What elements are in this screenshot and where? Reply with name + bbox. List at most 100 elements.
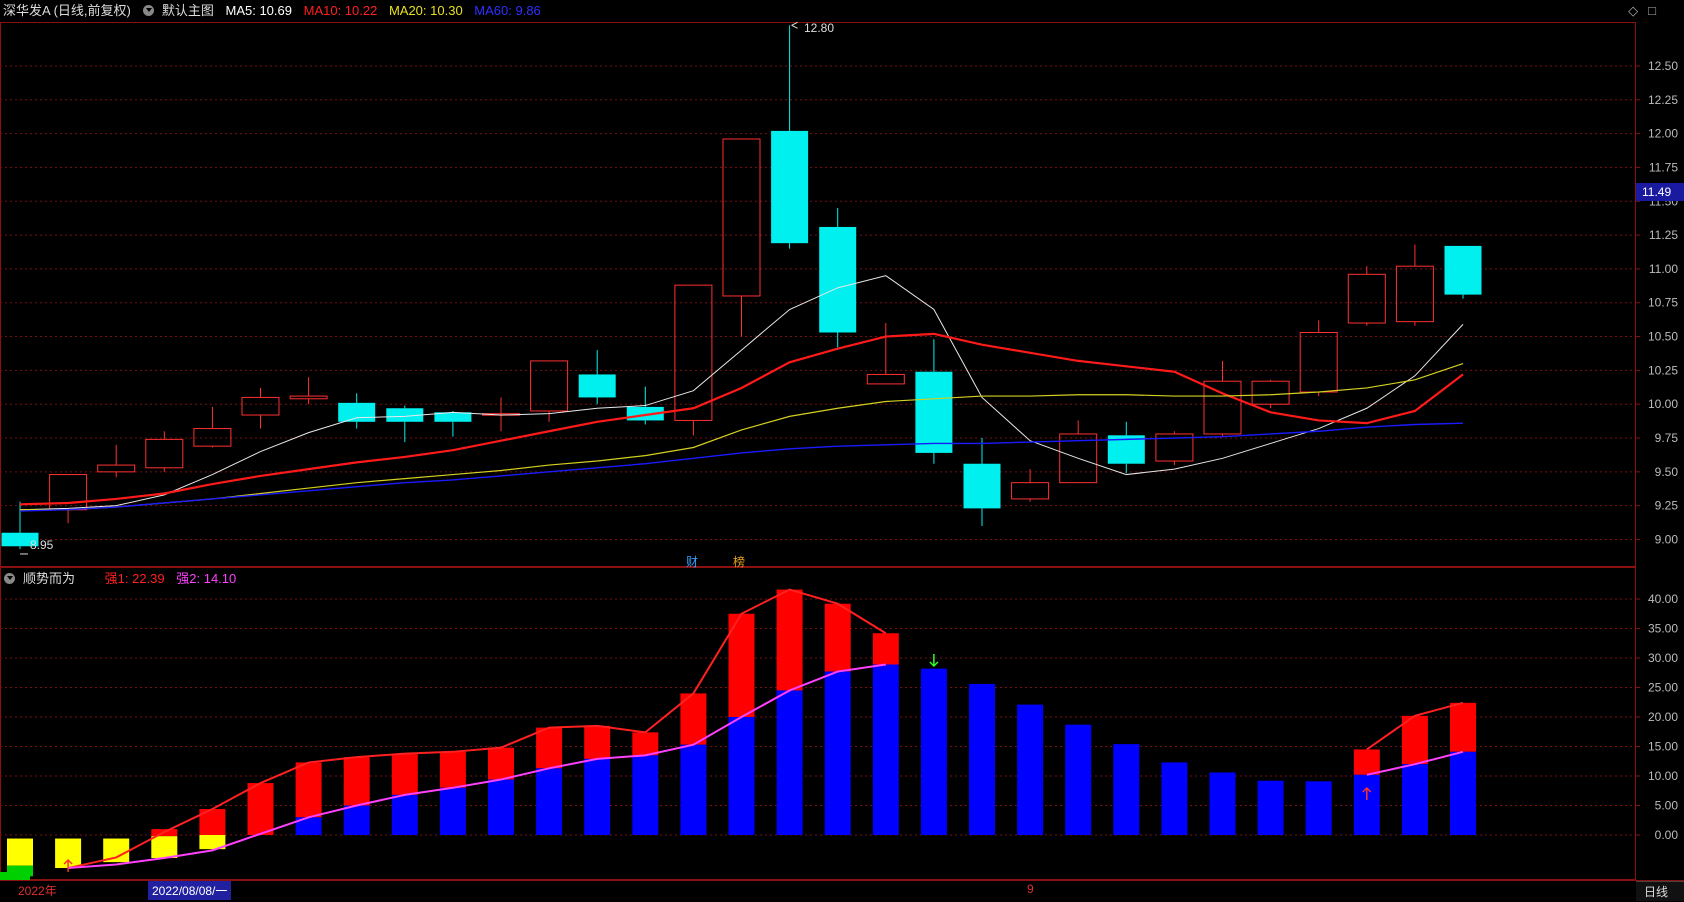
candle-body [1299,331,1338,393]
indicator-bar-upper [1450,702,1476,752]
indicator-bar-upper [439,751,466,788]
candle-body [771,130,809,244]
indicator-line-1 [67,588,887,870]
indicator-line-2 [1366,750,1464,776]
candle-body [289,395,328,400]
period-label[interactable]: 日线 [1636,881,1684,901]
indicator-bar-upper [7,838,33,866]
indicator-bar-upper [680,693,707,745]
main-panel-frame [0,22,1636,567]
indicator-bar-lower [1401,764,1428,835]
indicator-bar-upper [295,762,322,818]
candle-body [434,412,472,422]
ma60-label: MA60: 9.86 [474,3,541,18]
indicator-bar-upper [1401,715,1428,765]
diamond-icon[interactable]: ◇ [1628,3,1639,18]
indicator-header: 顺势而为 强1: 22.39 强2: 14.10 [0,568,244,590]
candle-body [1,532,39,547]
square-icon[interactable]: □ [1648,3,1656,18]
indicator-bar-lower [824,671,851,835]
indicator-bar-upper [632,732,659,756]
indicator-bar-lower [1450,751,1476,835]
indicator-tick-label: 15.00 [1648,740,1678,754]
candle-body [866,373,905,385]
q2-label: 强2: 14.10 [176,571,237,586]
indicator-bar-upper [824,603,851,672]
ma10-label: MA10: 10.22 [303,3,378,18]
ma20-label: MA20: 10.30 [388,3,463,18]
indicator-bar-lower [295,817,322,835]
dropdown-circle-icon[interactable] [142,5,154,16]
indicator-bar-upper [536,727,563,769]
indicator-tick-label: 35.00 [1648,622,1678,636]
price-tick-label: 9.75 [1655,431,1679,445]
indicator-bar-lower [680,744,707,835]
price-tick-label: 10.00 [1648,397,1678,411]
indicator-bar-lower [7,865,33,877]
indicator-bar-lower [776,690,803,835]
candle-body [338,402,376,422]
main-chart-label[interactable]: 默认主图 [161,3,214,18]
indicator-bar-lower [728,717,755,835]
candle-body [674,284,713,421]
candle-body [915,371,953,453]
indicator-bar-lower [1353,774,1380,835]
candle-body [1444,245,1482,295]
high-annotation: 12.80 [804,21,835,35]
x-axis-date: 2022/08/08/一 [148,881,232,900]
first-bar-base [0,872,30,880]
signal-arrow-down [929,654,939,668]
indicator-bar-lower [872,664,899,835]
price-tick-label: 11.00 [1649,262,1678,276]
indicator-name[interactable]: 顺势而为 [23,571,76,586]
x-axis-mark: 9 [1027,882,1034,896]
price-tick-label: 10.25 [1648,363,1678,377]
indicator-bar-upper [872,633,899,665]
indicator-tick-label: 40.00 [1648,592,1678,606]
candle-body [722,138,761,297]
candle-body [1395,265,1434,323]
dropdown-circle-icon[interactable] [4,573,15,584]
indicator-bar-upper [776,589,803,691]
signal-arrow-up [63,858,73,872]
candle-body [386,408,424,422]
candle-body [145,438,184,469]
ranking-badge[interactable]: 榜 [733,555,746,569]
ma5-label: MA5: 10.69 [225,3,292,18]
indicator-bar-upper [728,613,755,717]
top-right-icons: ◇ □ [1618,3,1656,19]
price-tick-label: 12.50 [1648,59,1678,73]
candle-body [819,226,857,333]
ma-line-ma5 [19,275,1464,511]
indicator-tick-label: 20.00 [1648,710,1678,724]
indicator-bar-lower [199,835,226,850]
stock-title[interactable]: 深华发A (日线,前复权) [3,3,131,18]
indicator-bar-lower [1113,744,1140,835]
indicator-bar-lower [632,755,659,835]
price-tick-label: 11.25 [1649,228,1678,242]
candle-body [578,374,616,398]
indicator-bar-upper [1353,749,1380,775]
indicator-bar-lower [1017,704,1044,835]
finance-badge[interactable]: 财 [686,555,699,569]
indicator-bar-upper [247,783,274,835]
candle-body [97,464,136,473]
indicator-tick-label: 25.00 [1648,681,1678,695]
candle-body [530,360,569,412]
indicator-bar-lower [536,768,563,835]
price-tick-label: 11.75 [1649,160,1678,174]
ma-line-ma60 [19,422,1464,512]
price-tick-label: 10.50 [1648,330,1678,344]
indicator-bar-lower [391,794,418,835]
indicator-tick-label: 30.00 [1648,651,1678,665]
indicator-bar-upper [103,838,130,863]
price-tick-label: 10.75 [1648,296,1678,310]
indicator-bar-upper [488,747,514,780]
signal-arrow-up [1362,786,1372,800]
indicator-bar-lower [1161,762,1188,835]
indicator-panel-frame [0,567,1636,880]
indicator-bar-lower [1257,780,1284,835]
ma-line-ma10 [19,332,1464,506]
price-tick-label: 9.00 [1655,533,1679,547]
